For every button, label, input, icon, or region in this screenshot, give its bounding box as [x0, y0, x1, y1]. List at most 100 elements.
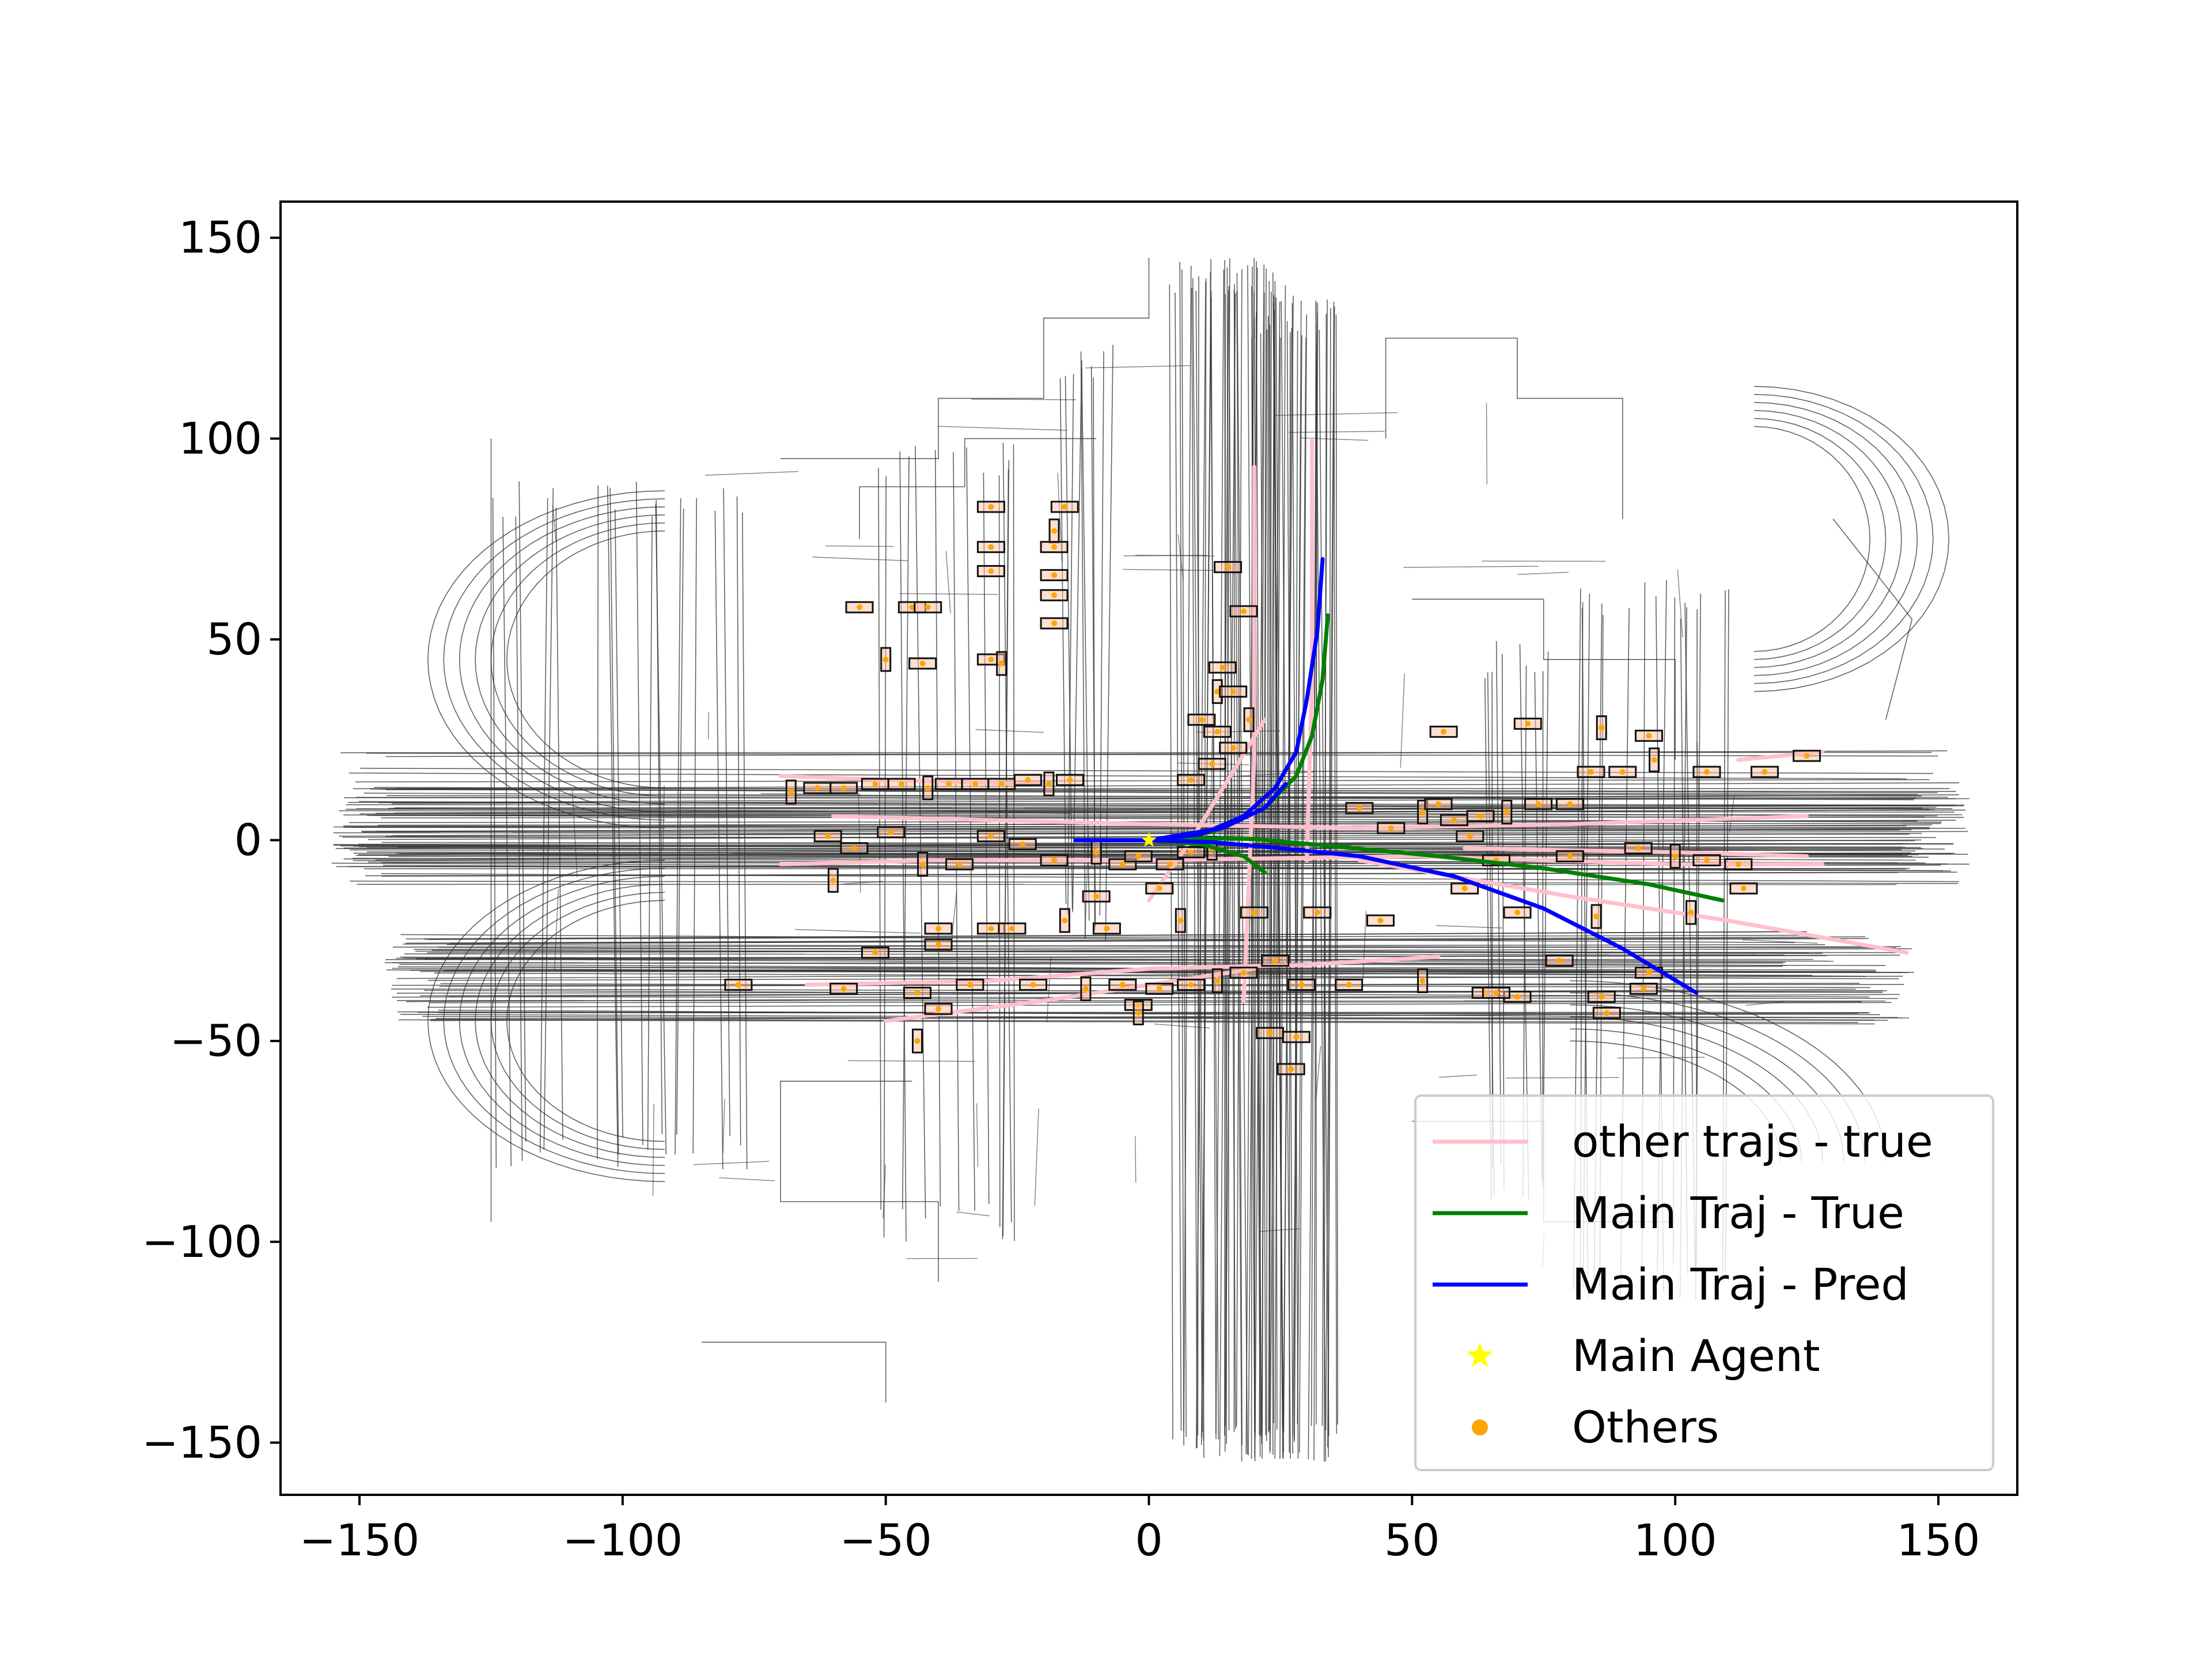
- lane-curve: [1832, 518, 1913, 720]
- lane-line: [676, 509, 684, 1135]
- lane-line: [427, 1002, 1892, 1008]
- lane-line: [937, 426, 1067, 431]
- lane-line: [1059, 378, 1067, 904]
- others-point: [1009, 925, 1015, 931]
- others-series: [724, 501, 1821, 1075]
- others-point: [909, 604, 915, 611]
- main-traj-pred-line: [1147, 782, 1288, 843]
- lane-line: [1270, 301, 1281, 1453]
- others-point: [1567, 801, 1573, 807]
- lane-line: [502, 517, 512, 1166]
- lane-line: [953, 452, 960, 1211]
- lane-line: [1154, 1024, 1210, 1029]
- lane-line: [722, 1099, 725, 1153]
- others-point: [1735, 861, 1741, 868]
- lane-line: [1315, 300, 1327, 1462]
- others-point: [1225, 564, 1231, 570]
- legend-label: Others: [1572, 1402, 1719, 1453]
- others-point: [1377, 917, 1384, 923]
- lane-line: [1085, 365, 1191, 369]
- others-point: [919, 660, 926, 666]
- lane-line: [360, 767, 1933, 774]
- other-traj-line: [805, 955, 1441, 987]
- others-point: [882, 656, 889, 662]
- lane-line: [1236, 291, 1243, 1445]
- lane-line: [597, 485, 599, 1159]
- y-tick-label: 0: [234, 815, 262, 866]
- others-point: [1703, 857, 1710, 863]
- lane-line: [1135, 1136, 1137, 1183]
- lane-line: [1084, 835, 1089, 938]
- lane-line: [1321, 300, 1328, 1426]
- others-point: [1588, 769, 1594, 775]
- others-point: [1593, 914, 1600, 920]
- lane-line: [609, 487, 619, 1155]
- others-point: [857, 604, 862, 611]
- lane-line: [945, 551, 951, 614]
- lane-line: [742, 512, 748, 1169]
- lane-curve: [1754, 410, 1902, 668]
- others-point: [814, 785, 820, 791]
- lane-line: [394, 807, 1953, 809]
- lane-line: [443, 965, 1783, 972]
- lane-line: [1310, 324, 1317, 1426]
- lane-line: [1319, 329, 1330, 1436]
- lane-line: [431, 949, 1823, 954]
- main-traj-true-line: [1147, 613, 1330, 843]
- others-point: [1051, 572, 1058, 578]
- others-point: [1478, 813, 1484, 819]
- others-point: [946, 781, 952, 787]
- y-tick-label: −50: [170, 1015, 262, 1066]
- main-agent-series: [1141, 832, 1157, 847]
- others-point: [1503, 809, 1510, 815]
- lane-curve: [459, 876, 665, 1166]
- lane-line: [381, 788, 1918, 795]
- lane-line: [882, 1164, 886, 1219]
- lane-line: [1281, 301, 1291, 1459]
- others-point: [1240, 608, 1247, 615]
- legend-swatch: [1467, 1342, 1493, 1368]
- others-point: [1082, 986, 1089, 992]
- others-point: [919, 861, 926, 868]
- others-point: [1635, 845, 1642, 851]
- others-point: [1388, 825, 1394, 831]
- lane-line: [976, 1103, 979, 1167]
- others-point: [1020, 841, 1026, 847]
- others-point: [1441, 729, 1447, 735]
- lane-line: [843, 881, 883, 885]
- lane-line: [1335, 315, 1338, 1425]
- lane-line: [723, 488, 730, 1137]
- lane-curve: [427, 490, 665, 829]
- others-point: [1051, 592, 1058, 599]
- others-point: [1419, 978, 1426, 984]
- lane-line: [652, 1104, 654, 1196]
- lane-line: [435, 1017, 1898, 1019]
- legend-label: Main Agent: [1572, 1330, 1820, 1381]
- others-point: [1119, 982, 1126, 988]
- lane-line: [971, 399, 1077, 400]
- others-point: [1167, 861, 1173, 868]
- others-point: [1156, 885, 1162, 892]
- lane-line: [362, 830, 1900, 833]
- lane-line: [1260, 333, 1267, 1435]
- lane-line: [1435, 925, 1503, 929]
- lane-line: [934, 450, 941, 1207]
- others-point: [1272, 957, 1278, 964]
- lane-line: [1002, 469, 1009, 1236]
- lane-curve: [1412, 599, 1676, 760]
- others-point: [967, 982, 973, 988]
- lane-line: [987, 811, 1071, 815]
- others-point: [872, 949, 878, 956]
- lane-line: [1495, 641, 1502, 1164]
- lane-line: [760, 793, 861, 796]
- lane-line: [1261, 329, 1268, 1433]
- lane-line: [719, 1177, 775, 1181]
- others-point: [1556, 957, 1563, 964]
- lane-line: [1191, 287, 1198, 1448]
- others-point: [840, 785, 847, 791]
- lane-line: [1254, 264, 1265, 1461]
- others-point: [972, 781, 978, 787]
- others-point: [1188, 849, 1194, 855]
- others-point: [1804, 753, 1810, 759]
- lane-line: [363, 793, 1914, 801]
